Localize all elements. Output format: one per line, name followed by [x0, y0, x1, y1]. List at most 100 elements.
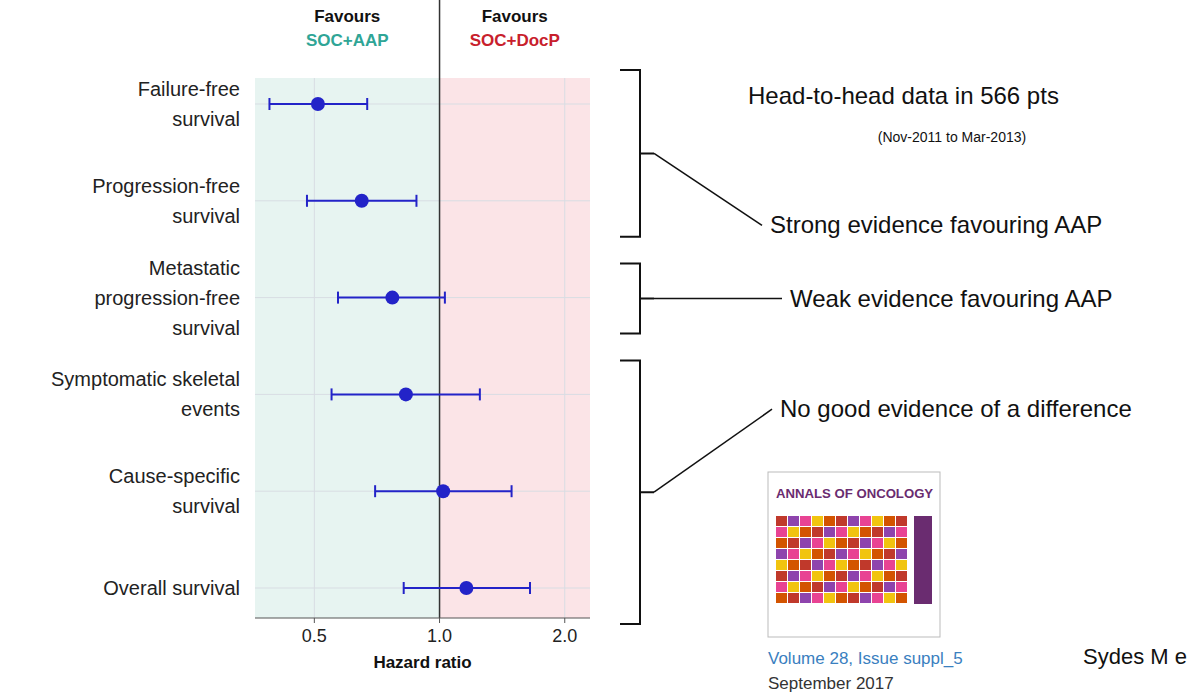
point-estimate [311, 97, 325, 111]
category-label-line: Metastatic [149, 257, 240, 279]
journal-date: September 2017 [768, 674, 894, 693]
cover-mosaic [788, 549, 799, 559]
cover-mosaic [896, 538, 907, 548]
cover-mosaic [812, 593, 823, 603]
category-label-line: events [181, 398, 240, 420]
cover-mosaic [860, 560, 871, 570]
cover-mosaic [872, 527, 883, 537]
error-bar [307, 195, 416, 207]
category-label-line: progression-free [94, 287, 240, 309]
ci-cap-upper [366, 98, 368, 110]
citation: Sydes M e [1083, 644, 1187, 669]
marks [269, 97, 530, 595]
cover-mosaic [860, 516, 871, 526]
point-estimate [436, 484, 450, 498]
cover-mosaic [800, 516, 811, 526]
cover-mosaic [812, 549, 823, 559]
cover-mosaic [860, 538, 871, 548]
cover-mosaic [896, 516, 907, 526]
cover-mosaic [800, 527, 811, 537]
cover-mosaic [824, 571, 835, 581]
cover-mosaic [848, 527, 859, 537]
cover-mosaic [812, 516, 823, 526]
cover-mosaic [788, 571, 799, 581]
ci-cap-lower [306, 195, 308, 207]
cover-mosaic [860, 527, 871, 537]
category-label: Symptomatic skeletal events [51, 368, 240, 420]
cover-mosaic [788, 593, 799, 603]
cover-mosaic [896, 582, 907, 592]
point-estimate [459, 581, 473, 595]
category-label: Failure-freesurvival [138, 78, 240, 130]
point-estimate [355, 194, 369, 208]
annotation-period: (Nov-2011 to Mar-2013) [878, 129, 1026, 145]
cover-mosaic [800, 593, 811, 603]
error-bar [375, 485, 511, 497]
cover-mosaic [812, 582, 823, 592]
row-grid-line [255, 200, 590, 201]
cover-mosaic [824, 538, 835, 548]
favours-right-group: SOC+DocP [470, 31, 560, 50]
cover-mosaic [776, 549, 787, 559]
cover-mosaic [824, 593, 835, 603]
cover-mosaic [872, 571, 883, 581]
ci-cap-upper [479, 388, 481, 400]
row-grid-line [255, 104, 590, 105]
cover-mosaic [872, 538, 883, 548]
cover-mosaic [884, 560, 895, 570]
ci-cap-lower [403, 582, 405, 594]
bracket [620, 360, 654, 624]
category-label: Overall survival [103, 577, 240, 599]
category-label-line: Failure-free [138, 78, 240, 100]
cover-mosaic [884, 593, 895, 603]
cover-mosaic [848, 538, 859, 548]
cover-mosaic [896, 527, 907, 537]
favours-left-label: Favours [314, 7, 380, 26]
cover-mosaic [776, 560, 787, 570]
category-label-line: Overall survival [103, 577, 240, 599]
cover-mosaic [872, 516, 883, 526]
cover-mosaic [812, 527, 823, 537]
row-grid-line [255, 297, 590, 298]
cover-mosaic [860, 582, 871, 592]
cover-mosaic [884, 538, 895, 548]
error-bar [269, 98, 367, 110]
cover-mosaic [872, 549, 883, 559]
cover-mosaic [896, 549, 907, 559]
row-grid-line [255, 491, 590, 492]
ci-cap-upper [529, 582, 531, 594]
row-grid-line [255, 588, 590, 589]
cover-mosaic [776, 571, 787, 581]
cover-mosaic [884, 527, 895, 537]
point-estimate [399, 387, 413, 401]
ci-cap-lower [331, 388, 333, 400]
cover-mosaic [884, 571, 895, 581]
category-label-line: Symptomatic skeletal [51, 368, 240, 390]
cover-mosaic [788, 582, 799, 592]
cover-mosaic [848, 516, 859, 526]
journal-cover [768, 472, 940, 637]
cover-mosaic [872, 582, 883, 592]
cover-mosaic [776, 593, 787, 603]
cover-mosaic [860, 571, 871, 581]
cover-mosaic [824, 527, 835, 537]
ci-cap-upper [511, 485, 513, 497]
category-label-line: survival [172, 495, 240, 517]
cover-mosaic [836, 593, 847, 603]
cover-mosaic [812, 560, 823, 570]
ci-cap-lower [374, 485, 376, 497]
grid-line [564, 78, 565, 618]
cover-mosaic [836, 571, 847, 581]
reference-line [439, 0, 441, 618]
cover-mosaic [824, 560, 835, 570]
category-label-line: survival [172, 205, 240, 227]
cover-mosaic [812, 571, 823, 581]
cover-mosaic [800, 582, 811, 592]
cover-mosaic [788, 560, 799, 570]
point-estimate [385, 291, 399, 305]
cover-mosaic [776, 527, 787, 537]
pointer-line [654, 409, 772, 492]
ci-cap-lower [337, 292, 339, 304]
journal-volume: Volume 28, Issue suppl_5 [768, 649, 963, 668]
chart: 0.51.02.0Hazard ratioFavoursSOC+AAPFavou… [0, 0, 1200, 698]
